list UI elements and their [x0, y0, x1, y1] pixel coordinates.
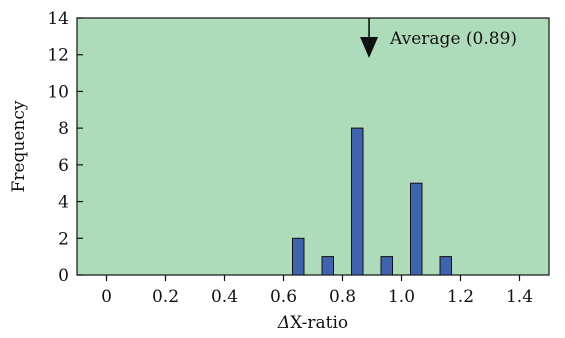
x-tick-label: 0.8	[329, 287, 356, 307]
x-tick-label: 0.6	[270, 287, 297, 307]
average-marker: Average (0.89)	[360, 18, 517, 58]
y-tick-label: 10	[47, 82, 69, 102]
x-axis: 0 0.2 0.4 0.6 0.8 1.0 1.2 1.4	[101, 275, 533, 307]
y-tick-label: 2	[58, 229, 69, 249]
bars-group	[292, 127, 452, 276]
y-tick-label: 12	[47, 46, 69, 66]
y-tick-label: 4	[58, 193, 69, 213]
y-axis: 0 2 4 6 8 10 12 14	[47, 9, 83, 286]
x-tick-label: 0	[101, 287, 112, 307]
x-tick-label: 0.4	[211, 287, 238, 307]
bar-2	[351, 127, 364, 276]
bar-3	[380, 256, 393, 276]
y-tick-label: 14	[47, 9, 69, 29]
bar-1	[321, 256, 334, 276]
bar-4	[410, 182, 423, 276]
y-axis-title: Frequency	[9, 100, 29, 192]
x-tick-label: 0.2	[152, 287, 179, 307]
x-tick-label: 1.0	[388, 287, 415, 307]
x-axis-title-delta: Δ	[277, 313, 290, 333]
average-arrow-head	[360, 37, 379, 58]
x-axis-title: ΔX-ratio	[277, 313, 348, 333]
y-tick-label: 8	[58, 119, 69, 139]
y-tick-label: 0	[58, 266, 69, 286]
bar-0	[292, 237, 305, 276]
y-tick-label: 6	[58, 156, 69, 176]
x-tick-label: 1.4	[506, 287, 533, 307]
plot-area	[76, 17, 550, 276]
x-tick-label: 1.2	[447, 287, 474, 307]
bar-5	[439, 256, 452, 276]
average-annotation: Average (0.89)	[389, 29, 517, 49]
x-axis-title-text: X-ratio	[290, 313, 348, 333]
